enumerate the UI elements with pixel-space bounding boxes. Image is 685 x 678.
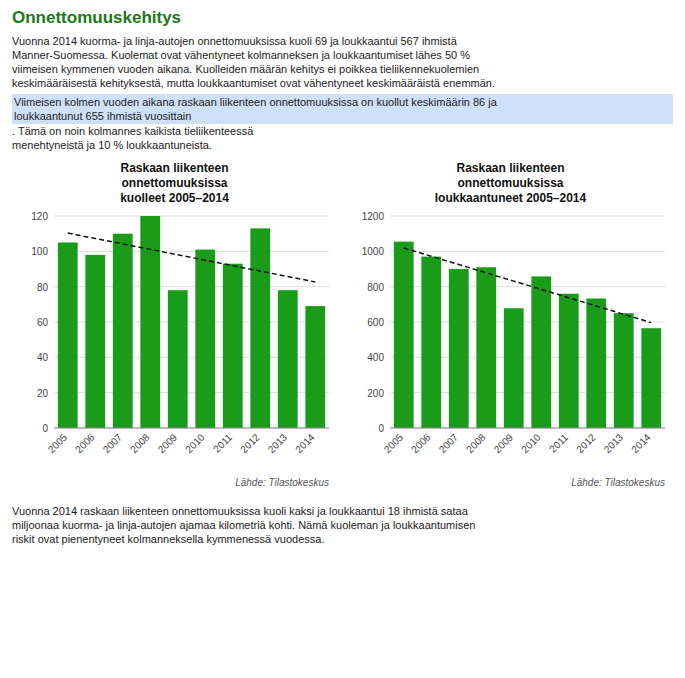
- charts: Raskaan liikenteenonnettomuuksissakuolle…: [12, 158, 673, 498]
- bar: [504, 308, 524, 428]
- x-tick-label: 2006: [409, 431, 433, 455]
- x-tick-label: 2014: [293, 431, 317, 455]
- x-axis-line: [390, 428, 665, 429]
- chart-title-line: onnettomuuksissa: [457, 176, 563, 190]
- grid-line: [54, 216, 329, 217]
- y-tick-label: 800: [367, 282, 384, 293]
- bar: [278, 290, 298, 428]
- x-tick-label: 2005: [46, 431, 70, 455]
- after-text: . Tämä on noin kolmannes kaikista tielii…: [12, 124, 673, 152]
- chart-title: Raskaan liikenteenonnettomuuksissaloukka…: [435, 161, 587, 205]
- x-tick-label: 2007: [437, 431, 461, 455]
- x-tick-label: 2012: [574, 431, 598, 455]
- page: Onnettomuuskehitys Vuonna 2014 kuorma- j…: [0, 0, 685, 554]
- bottom-line: miljoonaa kuorma- ja linja-autojen ajama…: [12, 518, 673, 532]
- x-tick-label: 2012: [238, 431, 262, 455]
- y-tick-label: 120: [31, 211, 48, 222]
- chart-title-line: kuolleet 2005–2014: [120, 191, 229, 205]
- x-axis-line: [54, 428, 329, 429]
- x-tick-label: 2010: [519, 431, 543, 455]
- x-tick-label: 2006: [73, 431, 97, 455]
- y-tick-label: 1200: [362, 211, 385, 222]
- y-tick-label: 20: [37, 388, 49, 399]
- bar: [476, 267, 496, 428]
- bottom-line: riskit ovat pienentyneet kolmanneksella …: [12, 532, 673, 546]
- intro-text: Vuonna 2014 kuorma- ja linja-autojen onn…: [12, 34, 673, 90]
- grid-line: [54, 428, 329, 429]
- page-title: Onnettomuuskehitys: [12, 8, 673, 28]
- x-tick-label: 2011: [211, 431, 234, 454]
- bar: [586, 299, 606, 428]
- bottom-text: Vuonna 2014 raskaan liikenteen onnettomu…: [12, 504, 673, 546]
- y-tick-label: 80: [37, 282, 49, 293]
- x-tick-label: 2011: [547, 431, 570, 454]
- x-tick-label: 2013: [266, 431, 290, 455]
- plot-marks: [58, 216, 325, 428]
- bar: [113, 234, 133, 428]
- chart-title: Raskaan liikenteenonnettomuuksissakuolle…: [120, 161, 229, 205]
- intro-line: Manner-Suomessa. Kuolemat ovat vähentyne…: [12, 48, 673, 62]
- y-tick-label: 40: [37, 352, 49, 363]
- x-tick-label: 2010: [183, 431, 207, 455]
- chart-title-line: Raskaan liikenteen: [120, 161, 228, 175]
- bar: [421, 257, 441, 428]
- x-tick-label: 2013: [602, 431, 626, 455]
- y-tick-label: 0: [42, 423, 48, 434]
- highlight-text: Viimeisen kolmen vuoden aikana raskaan l…: [12, 94, 673, 124]
- x-tick-label: 2009: [492, 431, 516, 455]
- trend-line: [68, 233, 316, 282]
- intro-line: viimeisen kymmenen vuoden aikana. Kuolle…: [12, 62, 673, 76]
- grid-line: [390, 251, 665, 252]
- bar: [449, 269, 469, 428]
- bar: [85, 255, 105, 428]
- chart: Raskaan liikenteenonnettomuuksissaloukka…: [348, 158, 673, 498]
- source: Lähde: Tilastokeskus: [235, 477, 329, 488]
- source: Lähde: Tilastokeskus: [571, 477, 665, 488]
- bar: [641, 328, 661, 428]
- bottom-line: Vuonna 2014 raskaan liikenteen onnettomu…: [12, 504, 673, 518]
- bar: [250, 228, 270, 428]
- bar: [531, 276, 551, 428]
- intro-line: Vuonna 2014 kuorma- ja linja-autojen onn…: [12, 34, 673, 48]
- bar: [614, 313, 634, 428]
- x-tick-label: 2007: [101, 431, 125, 455]
- x-tick-label: 2009: [156, 431, 180, 455]
- x-tick-label: 2014: [629, 431, 653, 455]
- chart-title-line: Raskaan liikenteen: [456, 161, 564, 175]
- bar: [394, 242, 414, 428]
- bar: [195, 250, 215, 428]
- bar: [305, 306, 325, 428]
- chart: Raskaan liikenteenonnettomuuksissakuolle…: [12, 158, 337, 498]
- y-tick-label: 0: [378, 423, 384, 434]
- y-tick-label: 1000: [362, 246, 385, 257]
- chart-title-line: onnettomuuksissa: [121, 176, 227, 190]
- y-tick-label: 600: [367, 317, 384, 328]
- chart-title-line: loukkaantuneet 2005–2014: [435, 191, 587, 205]
- y-tick-label: 200: [367, 388, 384, 399]
- y-tick-label: 60: [37, 317, 49, 328]
- trend-line: [404, 248, 652, 323]
- x-tick-label: 2008: [128, 431, 152, 455]
- intro-line: keskimääräisestä kehityksestä, mutta lou…: [12, 76, 673, 90]
- plot-marks: [394, 242, 661, 428]
- grid-line: [390, 216, 665, 217]
- bar: [168, 290, 188, 428]
- x-tick-label: 2008: [464, 431, 488, 455]
- y-tick-label: 400: [367, 352, 384, 363]
- grid-line: [390, 428, 665, 429]
- bar: [559, 294, 579, 428]
- y-tick-label: 100: [31, 246, 48, 257]
- x-tick-label: 2005: [382, 431, 406, 455]
- bar: [58, 243, 78, 429]
- grid-line: [54, 251, 329, 252]
- bar: [223, 264, 243, 428]
